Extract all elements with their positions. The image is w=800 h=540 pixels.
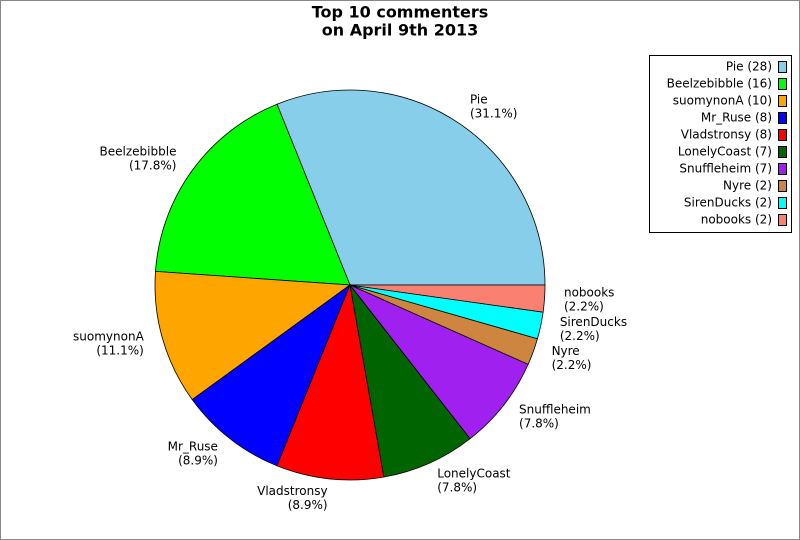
legend-label: LonelyCoast (7)	[678, 145, 772, 159]
legend-swatch	[778, 95, 787, 107]
pie-slice	[191, 283, 351, 467]
legend-swatch	[778, 163, 787, 175]
slice-percent: (31.1%)	[470, 107, 517, 121]
pie-slice	[349, 284, 529, 440]
slice-percent: (2.2%)	[552, 358, 592, 372]
slice-label: suomynonA	[73, 330, 145, 344]
pie-slice	[154, 270, 352, 401]
pie-slice	[349, 284, 546, 313]
pie-slice	[276, 283, 385, 481]
legend-swatch	[778, 61, 787, 73]
legend-label: Pie (28)	[726, 60, 772, 74]
slice-percent: (11.1%)	[96, 344, 143, 358]
slice-label: Nyre	[552, 344, 580, 358]
legend-swatch	[778, 197, 787, 209]
slice-percent: (7.8%)	[437, 480, 477, 494]
legend-label: Mr_Ruse (8)	[701, 111, 772, 125]
legend-swatch	[778, 214, 787, 226]
chart-title: Top 10 commenters	[312, 3, 489, 22]
legend-label: Nyre (2)	[723, 179, 772, 193]
legend-label: Snuffleheim (7)	[679, 162, 772, 176]
slice-label: Mr_Ruse	[168, 440, 218, 454]
slice-percent: (2.2%)	[560, 329, 600, 343]
slice-label: LonelyCoast	[437, 466, 511, 480]
legend-label: Beelzebibble (16)	[667, 77, 772, 91]
pie-slice	[155, 103, 351, 286]
pie-slice	[276, 89, 546, 286]
legend-label: suomynonA (10)	[673, 94, 772, 108]
slice-label: Vladstronsy	[257, 484, 327, 498]
legend-swatch	[778, 78, 787, 90]
legend-swatch	[778, 146, 787, 158]
slice-percent: (17.8%)	[129, 158, 176, 172]
legend-label: SirenDucks (2)	[684, 196, 772, 210]
slice-label: Pie	[470, 93, 488, 107]
slice-percent: (8.9%)	[288, 498, 328, 512]
pie-slice	[349, 284, 471, 478]
legend-box	[649, 55, 792, 233]
legend-swatch	[778, 180, 787, 192]
slice-percent: (7.8%)	[519, 417, 559, 431]
slice-percent: (8.9%)	[178, 454, 218, 468]
slice-percent: (2.2%)	[564, 299, 604, 313]
slice-label: Snuffleheim	[519, 403, 591, 417]
legend-swatch	[778, 129, 787, 141]
legend-label: Vladstronsy (8)	[681, 128, 772, 142]
slice-label: nobooks	[564, 285, 614, 299]
slice-label: Beelzebibble	[100, 144, 177, 158]
chart-title: on April 9th 2013	[322, 21, 479, 40]
legend-swatch	[778, 112, 787, 124]
legend-label: nobooks (2)	[701, 213, 772, 227]
slice-label: SirenDucks	[560, 315, 627, 329]
